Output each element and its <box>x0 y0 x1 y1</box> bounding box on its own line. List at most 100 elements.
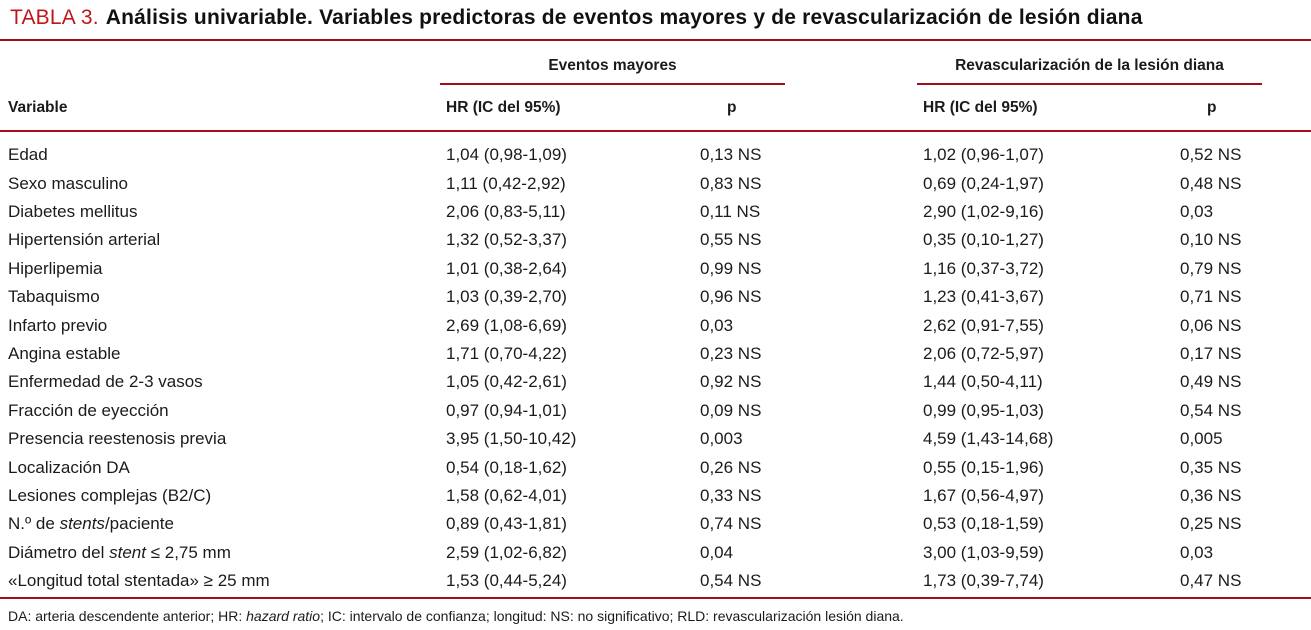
table-row: Localización DA 0,54 (0,18-1,62) 0,26 NS… <box>0 453 1311 481</box>
variable-cell: Lesiones complejas (B2/C) <box>8 485 212 505</box>
variable-cell: Presencia reestenosis previa <box>8 429 227 449</box>
hr-rld-cell: 0,69 (0,24-1,97) <box>923 173 1044 193</box>
hr-eventos-cell: 0,97 (0,94-1,01) <box>446 400 567 420</box>
table-row: Tabaquismo 1,03 (0,39-2,70) 0,96 NS 1,23… <box>0 283 1311 311</box>
group-header-eventos-mayores: Eventos mayores <box>440 41 917 85</box>
hr-eventos-cell: 1,71 (0,70-4,22) <box>446 344 567 363</box>
hr-eventos-cell: 0,54 (0,18-1,62) <box>446 457 567 477</box>
hr-rld-cell: 1,44 (0,50-4,11) <box>923 372 1043 392</box>
hr-eventos-cell: 2,69 (1,08-6,69) <box>446 315 567 335</box>
p-rld-cell: 0,06 NS <box>1180 315 1242 335</box>
table-row: Hiperlipemia 1,01 (0,38-2,64) 0,99 NS 1,… <box>0 255 1311 283</box>
variable-cell: Hiperlipemia <box>8 258 103 278</box>
page-title: TABLA 3. Análisis univariable. Variables … <box>0 0 1311 31</box>
hr-eventos-cell: 2,06 (0,83-5,11) <box>446 202 566 222</box>
group-header-spacer <box>0 41 440 85</box>
table-row: Edad 1,04 (0,98-1,09) 0,13 NS 1,02 (0,96… <box>0 131 1311 169</box>
hr-eventos-cell: 1,04 (0,98-1,09) <box>446 145 567 165</box>
hr-rld-cell: 2,06 (0,72-5,97) <box>923 344 1044 363</box>
hr-rld-cell: 4,59 (1,43-14,68) <box>923 429 1054 449</box>
hr-eventos-cell: 1,53 (0,44-5,24) <box>446 571 567 591</box>
table-row: Diabetes mellitus 2,06 (0,83-5,11) 0,11 … <box>0 198 1311 226</box>
hr-rld-cell: 3,00 (1,03-9,59) <box>923 542 1044 562</box>
p-rld-cell: 0,47 NS <box>1180 571 1242 591</box>
p-eventos-cell: 0,96 NS <box>700 287 762 307</box>
hr-rld-cell: 0,35 (0,10-1,27) <box>923 230 1044 250</box>
p-rld-cell: 0,79 NS <box>1180 258 1242 278</box>
hr-rld-cell: 1,73 (0,39-7,74) <box>923 571 1044 591</box>
table-row: Diámetro del stent ≤ 2,75 mm 2,59 (1,02-… <box>0 538 1311 566</box>
variable-cell: Enfermedad de 2-3 vasos <box>8 372 203 392</box>
variable-cell: Diámetro del stent ≤ 2,75 mm <box>8 542 231 562</box>
hr-eventos-cell: 2,59 (1,02-6,82) <box>446 542 567 562</box>
p-rld-cell: 0,03 <box>1180 202 1214 222</box>
p-rld-cell: 0,54 NS <box>1180 400 1242 420</box>
col-header-variable: Variable <box>0 85 440 132</box>
hr-rld-cell: 1,23 (0,41-3,67) <box>923 287 1044 307</box>
variable-cell: Tabaquismo <box>8 287 100 307</box>
hr-rld-cell: 1,02 (0,96-1,07) <box>923 145 1044 165</box>
variable-cell: Hipertensión arterial <box>8 230 161 250</box>
table-row: Hipertensión arterial 1,32 (0,52-3,37) 0… <box>0 226 1311 254</box>
group-header-revascularizacion-label: Revascularización de la lesión diana <box>917 57 1262 85</box>
p-eventos-cell: 0,23 NS <box>700 344 762 363</box>
hr-rld-cell: 1,16 (0,37-3,72) <box>923 258 1044 278</box>
p-eventos-cell: 0,99 NS <box>700 258 762 278</box>
hr-eventos-cell: 3,95 (1,50-10,42) <box>446 429 577 449</box>
table-row: Lesiones complejas (B2/C) 1,58 (0,62-4,0… <box>0 482 1311 510</box>
p-eventos-cell: 0,11 NS <box>700 202 761 222</box>
p-eventos-cell: 0,55 NS <box>700 230 762 250</box>
hr-rld-cell: 2,90 (1,02-9,16) <box>923 202 1044 222</box>
group-header-revascularizacion: Revascularización de la lesión diana <box>917 41 1311 85</box>
hr-eventos-cell: 1,11 (0,42-2,92) <box>446 173 566 193</box>
p-rld-cell: 0,36 NS <box>1180 485 1242 505</box>
p-rld-cell: 0,48 NS <box>1180 173 1242 193</box>
group-header-row: Eventos mayores Revascularización de la … <box>0 41 1311 85</box>
hr-eventos-cell: 1,01 (0,38-2,64) <box>446 258 567 278</box>
hr-eventos-cell: 1,03 (0,39-2,70) <box>446 287 567 307</box>
p-rld-cell: 0,71 NS <box>1180 287 1242 307</box>
variable-cell: «Longitud total stentada» ≥ 25 mm <box>8 571 270 591</box>
col-header-hr-eventos: HR (IC del 95%) <box>440 85 700 132</box>
p-eventos-cell: 0,03 <box>700 315 734 335</box>
variable-cell: Localización DA <box>8 457 130 477</box>
p-eventos-cell: 0,26 NS <box>700 457 762 477</box>
hr-eventos-cell: 1,05 (0,42-2,61) <box>446 372 567 392</box>
p-rld-cell: 0,25 NS <box>1180 514 1242 534</box>
variable-cell: Sexo masculino <box>8 173 129 193</box>
p-rld-cell: 0,49 NS <box>1180 372 1242 392</box>
variable-cell: Infarto previo <box>8 315 108 335</box>
column-header-row: Variable HR (IC del 95%) p HR (IC del 95… <box>0 85 1311 132</box>
variable-cell: Angina estable <box>8 344 121 363</box>
table-row: Infarto previo 2,69 (1,08-6,69) 0,03 2,6… <box>0 311 1311 339</box>
p-eventos-cell: 0,54 NS <box>700 571 762 591</box>
hr-rld-cell: 0,55 (0,15-1,96) <box>923 457 1044 477</box>
p-rld-cell: 0,005 <box>1180 429 1223 449</box>
hr-eventos-cell: 0,89 (0,43-1,81) <box>446 514 567 534</box>
table-row: Enfermedad de 2-3 vasos 1,05 (0,42-2,61)… <box>0 368 1311 396</box>
hr-rld-cell: 2,62 (0,91-7,55) <box>923 315 1044 335</box>
p-eventos-cell: 0,83 NS <box>700 173 762 193</box>
p-rld-cell: 0,17 NS <box>1180 344 1242 363</box>
table-row: «Longitud total stentada» ≥ 25 mm 1,53 (… <box>0 567 1311 595</box>
top-rule-divider <box>0 39 1311 41</box>
table-footnote: DA: arteria descendente anterior; HR: ha… <box>8 608 904 625</box>
bottom-rule-divider <box>0 597 1311 600</box>
hr-rld-cell: 1,67 (0,56-4,97) <box>923 485 1044 505</box>
table-row: Fracción de eyección 0,97 (0,94-1,01) 0,… <box>0 397 1311 425</box>
p-rld-cell: 0,52 NS <box>1180 145 1242 165</box>
variable-cell: N.º de stents/paciente <box>8 514 174 534</box>
col-header-p-eventos: p <box>700 85 917 132</box>
col-header-p-rld: p <box>1180 85 1311 132</box>
table-row: N.º de stents/paciente 0,89 (0,43-1,81) … <box>0 510 1311 538</box>
p-eventos-cell: 0,33 NS <box>700 485 762 505</box>
variable-cell: Edad <box>8 145 48 165</box>
univariable-analysis-table: Eventos mayores Revascularización de la … <box>0 41 1311 595</box>
p-rld-cell: 0,03 <box>1180 542 1214 562</box>
table-number-label: TABLA 3. <box>10 6 99 29</box>
p-eventos-cell: 0,13 NS <box>700 145 762 165</box>
p-rld-cell: 0,35 NS <box>1180 457 1242 477</box>
hr-eventos-cell: 1,32 (0,52-3,37) <box>446 230 567 250</box>
variable-cell: Diabetes mellitus <box>8 202 138 222</box>
